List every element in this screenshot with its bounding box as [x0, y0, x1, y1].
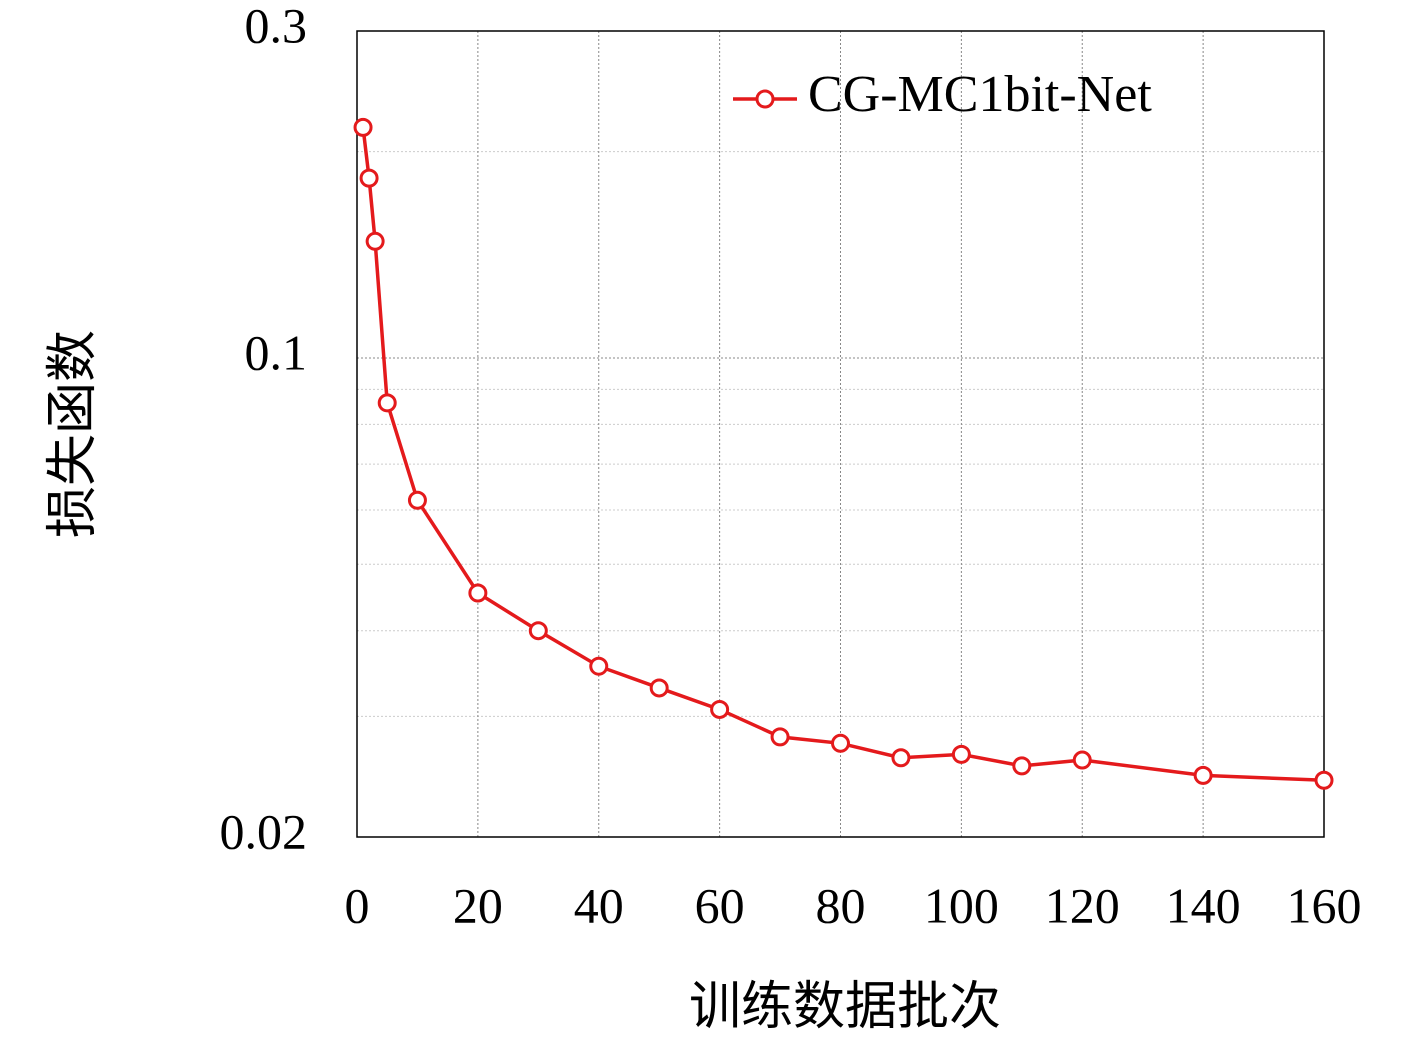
data-point [468, 583, 488, 603]
data-point [649, 678, 669, 698]
data-point [589, 656, 609, 676]
x-tick-label: 0 [345, 877, 370, 933]
data-point [365, 231, 385, 251]
legend-label: CG-MC1bit-Net [808, 66, 1152, 123]
data-point [831, 733, 850, 753]
y-tick-label: 0.1 [245, 324, 308, 380]
x-tick-label: 100 [924, 877, 999, 933]
data-point [359, 168, 379, 188]
data-point [951, 744, 971, 764]
x-tick-label: 160 [1287, 877, 1362, 933]
data-point [528, 621, 548, 641]
data-point [377, 393, 397, 413]
x-tick-label: 40 [574, 877, 624, 933]
y-tick-label: 0.3 [245, 0, 308, 53]
x-tick-label: 140 [1166, 877, 1241, 933]
data-point [770, 727, 790, 747]
data-point [891, 748, 911, 768]
y-axis-label: 损失函数 [45, 330, 102, 538]
plot-frame [356, 30, 1325, 838]
data-point [353, 117, 373, 137]
series-line [361, 127, 1325, 783]
x-axis-label: 训练数据批次 [689, 979, 1001, 1036]
x-tick-label: 20 [453, 877, 503, 933]
data-point [407, 490, 427, 510]
data-point [1193, 765, 1213, 785]
data-point [710, 699, 730, 719]
data-point [1314, 770, 1334, 790]
x-tick-label: 120 [1045, 877, 1120, 933]
data-point [1072, 750, 1092, 770]
legend-marker [755, 89, 775, 109]
x-tick-label: 80 [816, 877, 866, 933]
data-point [1012, 756, 1032, 776]
y-tick-label: 0.02 [220, 803, 308, 859]
x-tick-label: 60 [695, 877, 745, 933]
